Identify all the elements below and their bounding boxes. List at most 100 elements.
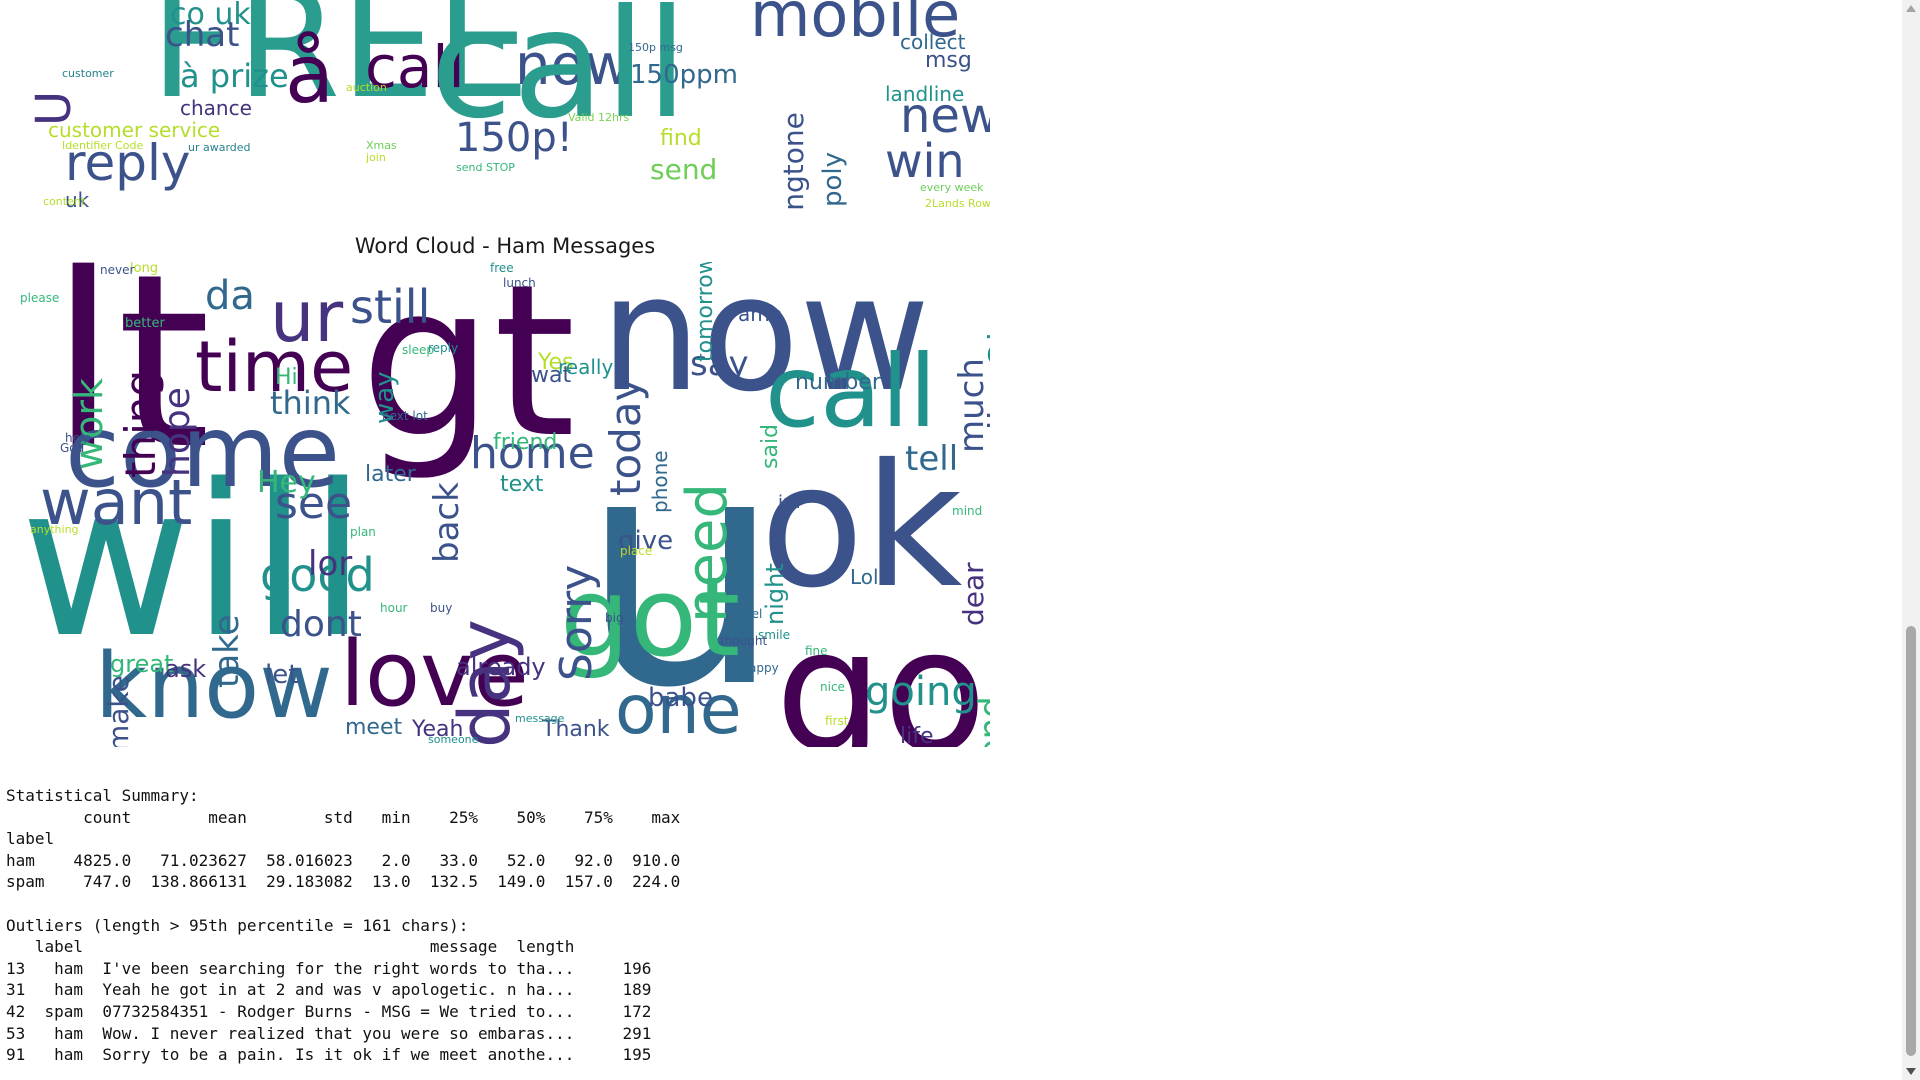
word-cloud-word: will	[20, 439, 367, 684]
word-cloud-word: later	[365, 462, 416, 487]
stats-line: 31 ham Yeah he got in at 2 and was v apo…	[6, 980, 652, 1000]
stats-line	[6, 893, 680, 915]
word-cloud-word: Oh	[982, 319, 990, 369]
word-cloud-word: Hi	[275, 365, 298, 390]
word-cloud-word: say	[690, 344, 749, 384]
word-cloud-word: work	[67, 378, 111, 471]
word-cloud-word: phone	[648, 450, 672, 513]
word-cloud-word: customer	[62, 67, 114, 80]
word-cloud-word: go	[775, 593, 987, 747]
word-cloud-word: night	[761, 563, 789, 626]
scrollbar-thumb[interactable]	[1906, 626, 1916, 1056]
word-cloud-word: call	[430, 0, 688, 152]
word-cloud-word: dear	[957, 562, 990, 627]
word-cloud-word: want	[40, 466, 193, 539]
stats-line: Outliers (length > 95th percentile = 161…	[6, 915, 469, 935]
word-cloud-word: hope	[157, 386, 198, 477]
word-cloud-word: gt	[360, 262, 576, 484]
word-cloud-word: ringtone	[777, 112, 810, 212]
word-cloud-word: God	[60, 441, 85, 455]
word-cloud-word: home	[470, 428, 595, 479]
word-cloud-word: Thank	[542, 717, 610, 742]
word-cloud-word: someone	[428, 733, 479, 746]
word-cloud-word: now	[600, 262, 931, 427]
word-cloud-word: sleep	[402, 343, 434, 357]
word-cloud-word: life	[900, 724, 934, 748]
word-cloud-word: win	[885, 134, 965, 188]
word-cloud-word: customer service	[48, 118, 221, 142]
word-cloud-word: every week	[920, 181, 984, 194]
stats-line: spam 747.0 138.866131 29.183082 13.0 132…	[6, 872, 681, 892]
word-cloud-word: å	[285, 28, 335, 121]
word-cloud-word: babe	[648, 683, 713, 713]
word-cloud-word: à prize	[180, 57, 289, 95]
word-cloud-word: join	[366, 151, 386, 164]
word-cloud-word: really	[558, 355, 614, 379]
stats-line: label	[6, 829, 55, 849]
word-cloud-word: hour	[380, 601, 408, 615]
scroll-down-arrow-icon[interactable]	[1906, 1068, 1916, 1075]
scroll-up-arrow-icon[interactable]	[1906, 5, 1916, 12]
word-cloud-word: Valid 12hrs	[568, 111, 630, 124]
word-cloud-word: going	[865, 669, 977, 715]
word-cloud-word: im	[778, 492, 801, 513]
word-cloud-word: smile	[758, 628, 790, 642]
word-cloud-word: Yes	[538, 350, 574, 375]
word-cloud-word: Happy	[740, 661, 779, 675]
word-cloud-word: lt	[50, 262, 211, 502]
word-cloud-word: let	[265, 660, 299, 690]
word-cloud-word: fine	[805, 644, 828, 658]
word-cloud-word: better	[125, 316, 165, 331]
word-cloud-word: send	[650, 153, 718, 186]
word-cloud-word: help	[65, 431, 91, 445]
word-cloud-word: u	[580, 386, 783, 747]
word-cloud-word: content	[43, 195, 86, 208]
word-cloud-word: got	[560, 553, 741, 681]
word-cloud-word: friend	[493, 430, 558, 455]
word-cloud-word: nice	[820, 680, 845, 694]
word-cloud-word: 150ppm	[630, 60, 738, 90]
word-cloud-word: auction	[346, 81, 387, 94]
word-cloud-word: thing	[116, 369, 165, 478]
word-cloud-word: mobile	[750, 0, 961, 51]
word-cloud-word: lor	[308, 544, 353, 584]
word-cloud-word: meet	[345, 715, 403, 740]
word-cloud-word: lunch	[503, 276, 536, 290]
word-cloud-word: FREE	[150, 0, 531, 132]
word-cloud-word: tell	[905, 439, 959, 479]
stats-line: 91 ham Sorry to be a pain. Is it ok if w…	[6, 1045, 652, 1065]
word-cloud-word: text	[500, 472, 544, 497]
word-cloud-word: Xmas	[366, 139, 397, 152]
word-cloud-word: back	[427, 482, 467, 564]
word-cloud-word: anything	[30, 523, 79, 536]
word-cloud-word: send STOP	[456, 161, 515, 174]
word-cloud-word: well	[982, 410, 990, 482]
word-cloud-word: ok	[760, 428, 963, 626]
word-cloud-word: collect	[900, 30, 966, 54]
word-cloud-word: place	[620, 544, 653, 558]
word-cloud-word: make	[102, 675, 135, 748]
vertical-scrollbar[interactable]	[1902, 0, 1920, 1080]
word-cloud-word: think	[270, 384, 351, 422]
word-cloud-word: see	[275, 478, 353, 529]
word-cloud-word: give	[618, 526, 674, 556]
ham-word-cloud-title: Word Cloud - Ham Messages	[354, 234, 656, 258]
word-cloud-word: call	[765, 333, 937, 450]
stats-line: ham 4825.0 71.023627 58.016023 2.0 33.0 …	[6, 850, 681, 870]
stats-line: label message length	[6, 937, 575, 957]
word-cloud-word: msg	[925, 48, 972, 73]
word-cloud-word: ur	[270, 276, 344, 358]
word-cloud-word: find	[660, 126, 702, 151]
word-cloud-word: big	[605, 611, 624, 625]
word-cloud-word: co uk	[170, 0, 251, 32]
word-cloud-word: wat	[531, 363, 572, 388]
word-cloud-word: never	[100, 263, 135, 277]
word-cloud-word: please	[20, 291, 60, 305]
word-cloud-word: call	[365, 33, 465, 101]
word-cloud-word: mind	[952, 504, 983, 518]
word-cloud-word: next lot	[382, 409, 428, 423]
word-cloud-word: new	[900, 88, 990, 144]
word-cloud-word: poly	[818, 151, 848, 207]
word-cloud-word: 150p msg	[628, 41, 683, 54]
